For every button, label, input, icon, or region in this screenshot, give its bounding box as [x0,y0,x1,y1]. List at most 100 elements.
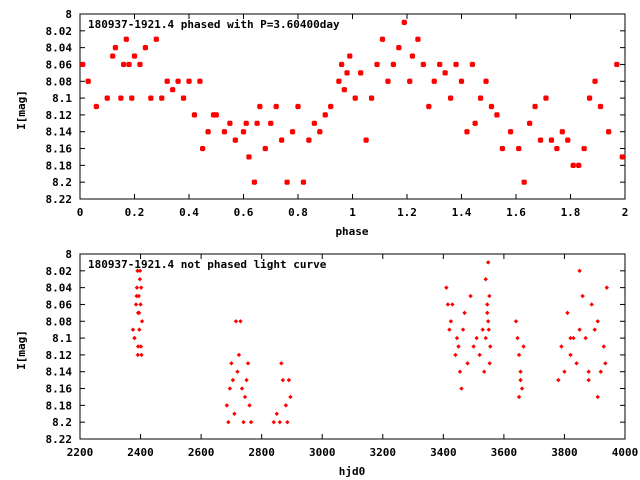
phased-data-point [267,120,274,127]
unphased-data-point [242,394,248,400]
phased-data-point [199,145,206,152]
unphased-data-point [601,344,607,349]
unphased-y-tick-label: 8.06 [46,298,73,311]
phased-data-point [158,95,165,101]
phased-data-point [420,61,427,68]
unphased-data-point [239,386,245,391]
phased-data-point [142,44,149,51]
phased-data-point [425,103,432,110]
phased-data-point [284,179,290,186]
unphased-x-tick-label: 2800 [248,446,275,459]
unphased-data-point [137,277,143,282]
unphased-y-tick-label: 8.18 [46,399,73,412]
unphased-data-point [488,344,493,349]
phased-data-point [363,137,369,143]
unphased-data-point [288,394,293,400]
phased-x-tick-label: 0.8 [288,206,308,219]
unphased-data-point [577,327,582,332]
unphased-data-point [515,335,520,341]
unphased-data-point [485,302,490,307]
phased-data-point [243,120,250,127]
unphased-data-point [245,361,251,366]
phased-axis-ticks: 0 0.2 0.4 0.6 0.8 1 1.2 1.4 1.6 1.8 2 8 8.02 8.04 8.06… [46,8,629,219]
unphased-y-tick-label: 8.02 [46,265,73,278]
unphased-data-point [280,377,286,383]
phased-x-tick-label: 1.6 [506,206,526,219]
unphased-data-point [568,352,573,358]
unphased-data-point [586,377,591,383]
unphased-data-point [487,293,492,299]
unphased-y-tick-label: 8.1 [52,332,72,345]
phased-x-axis-label: phase [335,225,368,238]
phased-data-point [210,112,217,118]
phased-data-point [227,120,233,127]
unphased-data-point [516,352,522,358]
phased-data-point [488,103,495,110]
unphased-data-point [232,411,237,416]
unphased-data-point [486,327,491,332]
unphased-data-point [274,411,280,416]
phased-x-tick-label: 1.8 [561,206,581,219]
unphased-data-point [135,352,141,358]
unphased-x-tick-label: 2400 [127,446,154,459]
unphased-data-point [577,268,582,274]
phased-data-point [289,128,296,135]
unphased-data-point [238,319,243,324]
unphased-data-point [283,403,289,408]
unphased-data-point [279,361,284,366]
unphased-data-point [556,377,561,383]
phased-data-point [147,95,154,101]
phased-data-point [581,145,587,152]
unphased-data-point [139,352,144,358]
phased-data-points [79,19,626,186]
unphased-data-point [244,377,249,383]
phased-data-point [240,128,247,135]
phased-data-point [543,95,549,101]
unphased-data-point [134,285,140,290]
unphased-data-point [519,386,525,391]
phased-data-point [592,78,598,85]
phased-light-curve-panel: 0 0.2 0.4 0.6 0.8 1 1.2 1.4 1.6 1.8 2 8 8.02 8.04 8.06… [15,8,628,238]
unphased-data-point [138,302,143,307]
unphased-data-point [230,377,236,383]
unphased-data-point [487,361,492,366]
phased-y-tick-label: 8.14 [46,126,73,139]
phased-data-point [278,137,285,143]
unphased-data-point [248,419,254,425]
unphased-data-point [518,369,523,374]
unphased-data-point [271,419,276,425]
phased-data-point [153,36,160,43]
phased-data-point [327,103,334,110]
unphased-data-point [453,352,458,358]
unphased-data-point [574,361,579,366]
phased-data-point [262,145,269,152]
phased-data-point [131,53,138,59]
unphased-data-point [138,285,144,290]
phased-data-point [175,78,181,85]
unphased-data-point [229,361,234,366]
unphased-data-point [135,268,140,274]
phased-data-point [112,44,119,51]
unphased-data-point [460,327,466,332]
unphased-data-point [592,327,597,332]
unphased-data-point [480,327,485,332]
unphased-data-point [583,335,588,341]
unphased-data-point [456,344,461,349]
unphased-data-point [134,293,139,299]
phased-data-point [619,154,626,160]
phased-data-point [447,95,454,101]
phased-data-point [368,95,375,101]
phased-x-tick-label: 1.2 [397,206,417,219]
unphased-data-point [562,369,567,374]
phased-data-point [385,78,391,85]
phased-data-point [570,162,577,169]
unphased-y-tick-label: 8.22 [46,433,73,446]
unphased-data-point [277,419,283,425]
phased-x-tick-label: 0.2 [125,206,145,219]
phased-data-point [586,95,593,101]
phased-x-tick-label: 1.4 [452,206,472,219]
phased-data-point [613,61,620,68]
phased-data-point [336,78,342,85]
phased-data-point [469,61,476,68]
phased-data-point [164,78,171,85]
